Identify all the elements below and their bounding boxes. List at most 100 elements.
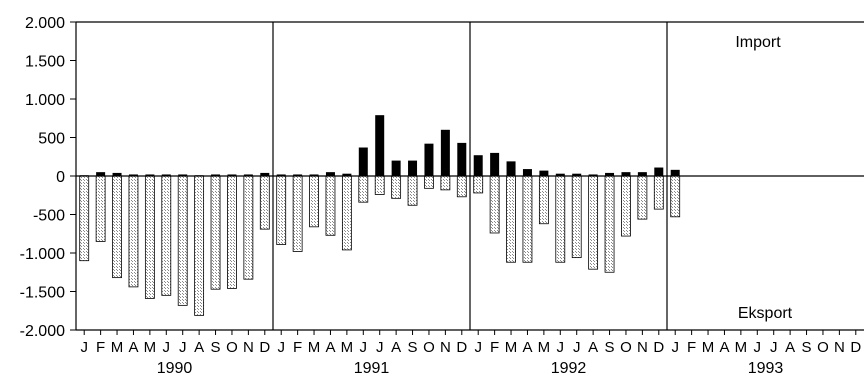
import-bar <box>588 174 598 176</box>
import-bar <box>522 169 532 176</box>
export-bar <box>259 175 270 230</box>
export-bar <box>407 175 418 206</box>
chart-axes <box>70 21 864 335</box>
import-bar <box>473 155 483 176</box>
chart-bars <box>79 115 681 316</box>
month-label: M <box>341 339 354 356</box>
import-bar <box>670 169 680 176</box>
month-label: J <box>573 339 581 356</box>
export-bar <box>309 175 319 228</box>
month-label: N <box>440 339 451 356</box>
export-bar <box>276 175 287 245</box>
month-label: J <box>754 339 762 356</box>
export-bar <box>555 175 566 263</box>
export-bar <box>473 175 484 194</box>
month-label: A <box>522 339 532 356</box>
import-bar <box>637 172 647 176</box>
month-label: O <box>620 339 632 356</box>
export-bar <box>391 175 402 199</box>
export-bar <box>292 175 303 252</box>
import-bar <box>490 152 500 176</box>
month-label: M <box>505 339 518 356</box>
month-label: A <box>588 339 598 356</box>
export-bar <box>621 175 631 237</box>
export-bar <box>112 175 122 279</box>
month-label: J <box>376 339 384 356</box>
import-bar <box>424 143 434 176</box>
import-bar <box>506 161 516 176</box>
export-bar <box>522 175 533 263</box>
import-bar <box>342 173 352 176</box>
export-bar <box>374 175 385 195</box>
month-label: J <box>277 339 285 356</box>
y-tick-label: 1.000 <box>25 92 65 109</box>
import-bar <box>145 174 155 176</box>
import-bar <box>572 173 582 176</box>
year-label: 1992 <box>551 360 587 377</box>
month-label: M <box>735 339 748 356</box>
export-bar <box>341 175 352 251</box>
year-label: 1993 <box>748 360 784 377</box>
month-label: J <box>163 339 171 356</box>
export-bar <box>670 175 681 218</box>
export-bar <box>358 175 369 203</box>
month-label: D <box>456 339 467 356</box>
month-label: O <box>817 339 829 356</box>
export-bar <box>144 175 155 299</box>
month-label: S <box>605 339 615 356</box>
import-bar <box>408 160 418 176</box>
year-label: 1991 <box>354 360 390 377</box>
month-label: M <box>144 339 157 356</box>
import-bar <box>539 170 549 176</box>
month-label: M <box>308 339 321 356</box>
y-tick-label: -2.000 <box>20 323 65 340</box>
month-label: J <box>671 339 679 356</box>
month-label: F <box>687 339 696 356</box>
export-bar <box>489 175 500 234</box>
month-label: D <box>259 339 270 356</box>
month-label: N <box>243 339 254 356</box>
import-bar <box>161 174 171 176</box>
import-bar <box>227 174 237 176</box>
y-tick-label: 1.500 <box>25 54 65 71</box>
month-label: A <box>719 339 729 356</box>
y-tick-label: -500 <box>33 208 65 225</box>
import-bar <box>211 174 221 176</box>
import-bar <box>555 173 565 176</box>
month-label: O <box>226 339 238 356</box>
export-bar <box>506 175 516 263</box>
month-label: F <box>96 339 105 356</box>
export-bar <box>588 175 599 270</box>
y-tick-label: 500 <box>38 131 65 148</box>
month-label: M <box>538 339 551 356</box>
export-bar <box>95 175 106 242</box>
month-label: D <box>850 339 861 356</box>
y-tick-label: -1.500 <box>20 285 65 302</box>
import-bar <box>605 172 615 176</box>
import-bar <box>293 174 303 176</box>
month-label: J <box>474 339 482 356</box>
export-bar <box>440 175 451 191</box>
month-label: J <box>80 339 88 356</box>
import-bar <box>440 129 450 176</box>
month-label: S <box>802 339 812 356</box>
y-tick-label: 0 <box>56 169 65 186</box>
import-bar <box>112 172 122 176</box>
export-label: Eksport <box>738 305 793 322</box>
export-bar <box>637 175 648 220</box>
month-label: N <box>834 339 845 356</box>
import-bar <box>358 147 368 176</box>
month-label: F <box>490 339 499 356</box>
export-bar <box>194 175 205 316</box>
export-bar <box>653 175 664 210</box>
import-bar <box>243 174 253 176</box>
month-label: J <box>179 339 187 356</box>
import-bar <box>128 174 138 176</box>
month-label: J <box>360 339 368 356</box>
export-bar <box>424 175 434 189</box>
import-label: Import <box>735 34 781 51</box>
year-label: 1990 <box>157 360 193 377</box>
export-bar <box>604 175 615 273</box>
